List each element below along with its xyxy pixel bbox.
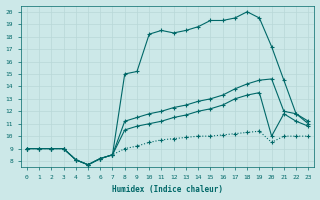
X-axis label: Humidex (Indice chaleur): Humidex (Indice chaleur) <box>112 185 223 194</box>
